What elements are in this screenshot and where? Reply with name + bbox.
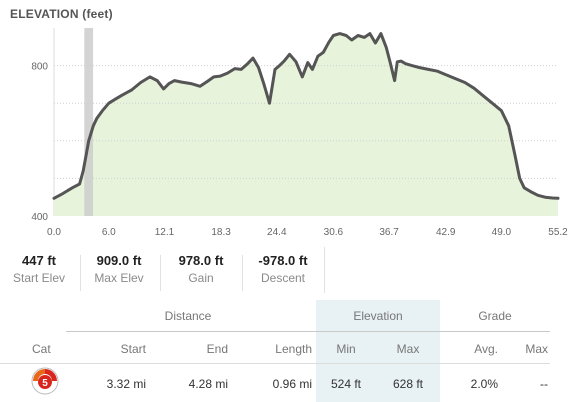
col-start: Start <box>120 342 146 356</box>
col-cat: Cat <box>32 342 51 356</box>
elevation-line <box>52 32 560 200</box>
stat-max-elev: 909.0 ft Max Elev <box>84 253 154 293</box>
stat-value: 978.0 ft <box>178 253 224 268</box>
cell-avg: 2.0% <box>470 377 498 391</box>
x-tick-label: 24.4 <box>267 227 287 238</box>
x-tick-label: 12.1 <box>155 227 175 238</box>
cell-grade-max: -- <box>540 377 548 391</box>
stats-row: 447 ft Start Elev 909.0 ft Max Elev 978.… <box>0 247 330 293</box>
col-end: End <box>206 342 228 356</box>
x-tick-label: 30.6 <box>324 227 344 238</box>
cell-min: 524 ft <box>330 377 362 391</box>
chart-title-unit: (feet) <box>82 7 113 21</box>
col-length: Length <box>275 342 312 356</box>
col-min: Min <box>336 342 356 356</box>
cell-max: 628 ft <box>392 377 424 391</box>
category-badge-label: 5 <box>42 378 48 389</box>
cell-start: 3.32 mi <box>106 377 146 391</box>
stat-label: Gain <box>188 271 214 285</box>
elevation-chart: 400 800 0.0 6.0 12.1 18.3 24.4 30.6 36.7 42.9 49.0… <box>10 7 568 238</box>
header-divider-line <box>0 363 550 364</box>
col-max: Max <box>396 342 420 356</box>
stat-label: Start Elev <box>12 271 66 285</box>
x-tick-label: 55.2 <box>548 227 568 238</box>
x-tick-label: 36.7 <box>379 227 399 238</box>
cell-end: 4.28 mi <box>188 377 228 391</box>
stat-divider <box>80 255 81 291</box>
category-badge-icon: 5 <box>31 367 59 395</box>
x-tick-label: 49.0 <box>492 227 512 238</box>
chart-title-text: ELEVATION <box>10 7 79 21</box>
category-badge: 5 <box>30 366 60 396</box>
stat-label: Max Elev <box>94 271 144 285</box>
elevation-chart-svg: 400 800 0.0 6.0 12.1 18.3 24.4 30.6 36.7 42.9 49.0… <box>31 28 568 238</box>
stat-descent: -978.0 ft Descent <box>246 253 320 293</box>
stat-value: 909.0 ft <box>96 253 142 268</box>
segment-highlight <box>84 28 94 216</box>
y-tick-label: 400 <box>31 212 48 223</box>
col-avg: Avg. <box>474 342 498 356</box>
y-tick-label: 800 <box>31 62 48 73</box>
stat-gain: 978.0 ft Gain <box>164 253 238 293</box>
stat-divider <box>242 255 243 291</box>
cell-length: 0.96 mi <box>272 377 312 391</box>
x-tick-label: 0.0 <box>47 227 61 238</box>
x-tick-label: 18.3 <box>211 227 231 238</box>
group-distance: Distance <box>164 309 212 323</box>
group-grade: Grade <box>478 309 512 323</box>
chart-title: ELEVATION (feet) <box>10 7 113 21</box>
stat-label: Descent <box>260 271 306 285</box>
group-elevation: Elevation <box>353 309 403 323</box>
segment-table: Distance Elevation Grade Cat Start End L… <box>0 300 570 402</box>
stat-divider <box>160 255 161 291</box>
elevation-area <box>54 33 558 216</box>
elevation-column-highlight <box>316 300 440 402</box>
stat-start-elev: 447 ft Start Elev <box>4 253 74 293</box>
group-divider-line <box>66 331 550 332</box>
stat-divider <box>324 247 325 293</box>
stat-value: 447 ft <box>22 253 56 268</box>
x-tick-label: 6.0 <box>102 227 116 238</box>
x-tick-label: 42.9 <box>436 227 456 238</box>
col-grade-max: Max <box>525 342 548 356</box>
stat-value: -978.0 ft <box>258 253 308 268</box>
